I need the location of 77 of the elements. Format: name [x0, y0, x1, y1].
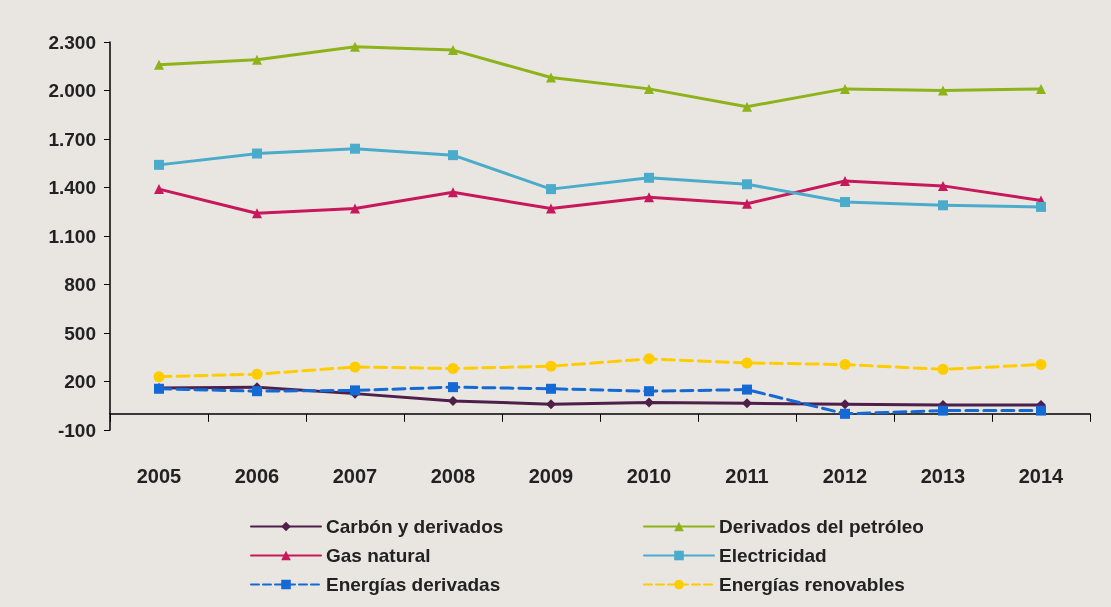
- y-tick-label: 1.400: [48, 177, 96, 198]
- point: [1036, 201, 1046, 212]
- point: [938, 85, 948, 96]
- point: [644, 397, 654, 408]
- x-tick-label: 2009: [528, 465, 574, 487]
- point: [741, 357, 753, 369]
- point: [546, 383, 556, 394]
- x-tick-label: 2005: [136, 465, 182, 487]
- point: [546, 203, 556, 214]
- y-tick-label: 2.000: [48, 80, 96, 101]
- point: [840, 83, 850, 94]
- point: [350, 143, 360, 154]
- point: [252, 54, 262, 65]
- point: [937, 363, 949, 375]
- point: [1035, 359, 1047, 371]
- point: [154, 159, 164, 170]
- point: [447, 363, 459, 375]
- point: [938, 200, 948, 211]
- point: [448, 395, 458, 406]
- y-tick-label: 2.300: [48, 31, 96, 53]
- point: [839, 359, 851, 371]
- x-tick-label: 2007: [332, 465, 378, 487]
- point: [251, 368, 263, 380]
- x-tick-label: 2011: [725, 465, 769, 487]
- point: [840, 197, 850, 208]
- point: [350, 203, 360, 214]
- point: [546, 399, 556, 410]
- point: [742, 384, 752, 395]
- point: [349, 361, 361, 373]
- point: [350, 41, 360, 52]
- point: [644, 83, 654, 94]
- point: [546, 184, 556, 195]
- point: [448, 187, 458, 198]
- point: [545, 360, 557, 372]
- point: [938, 180, 948, 191]
- point: [643, 353, 655, 365]
- x-tick-label: 2006: [234, 465, 280, 487]
- y-tick-label: 200: [64, 371, 96, 392]
- legend-label: Energías derivadas: [326, 574, 501, 595]
- point: [252, 386, 262, 397]
- point: [742, 179, 752, 190]
- point: [1036, 405, 1046, 416]
- legend-label: Derivados del petróleo: [719, 516, 924, 537]
- point: [840, 176, 850, 187]
- x-tick-label: 2010: [626, 465, 672, 487]
- point: [448, 382, 458, 393]
- legend-label: Gas natural: [326, 545, 431, 566]
- point: [154, 184, 164, 195]
- x-tick-label: 2012: [822, 465, 868, 487]
- y-tick-label: 1.700: [48, 128, 96, 150]
- point: [644, 172, 654, 183]
- x-tick-label: 2008: [430, 465, 476, 487]
- point: [742, 101, 752, 112]
- point: [840, 399, 850, 410]
- y-tick-label: 800: [64, 274, 96, 295]
- legend-label: Carbón y derivados: [326, 516, 504, 537]
- x-tick-label: 2014: [1018, 465, 1065, 487]
- y-tick-label: 500: [64, 322, 96, 344]
- point: [644, 386, 654, 397]
- point: [154, 59, 164, 70]
- x-tick-label: 2013: [920, 465, 966, 487]
- point: [252, 148, 262, 159]
- point: [742, 398, 752, 409]
- point: [546, 72, 556, 83]
- point: [448, 150, 458, 161]
- point: [153, 371, 165, 383]
- legend-label: Energías renovables: [719, 574, 905, 595]
- legend-label: Electricidad: [719, 545, 827, 566]
- point: [448, 45, 458, 56]
- point: [252, 208, 262, 219]
- point: [938, 405, 948, 416]
- point: [840, 408, 850, 419]
- point: [644, 192, 654, 203]
- point: [742, 198, 752, 209]
- y-tick-label: -100: [57, 419, 96, 441]
- point: [1036, 83, 1046, 94]
- y-tick-label: 1.100: [48, 225, 96, 247]
